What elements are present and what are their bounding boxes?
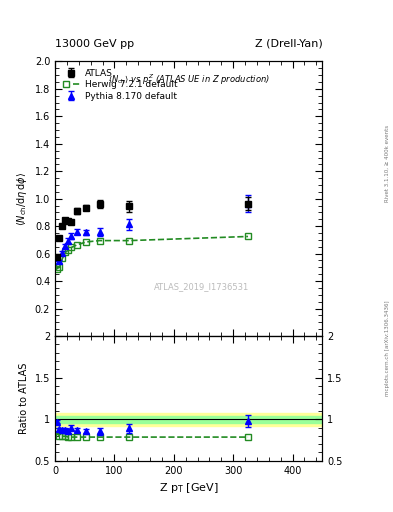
Y-axis label: Ratio to ATLAS: Ratio to ATLAS [19, 362, 29, 434]
Text: $\langle N_\mathrm{ch}\rangle$ vs $p_T^Z$ (ATLAS UE in Z production): $\langle N_\mathrm{ch}\rangle$ vs $p_T^Z… [108, 72, 270, 88]
X-axis label: Z p$_\mathrm{T}$ [GeV]: Z p$_\mathrm{T}$ [GeV] [159, 481, 219, 495]
Legend: ATLAS, Herwig 7.2.1 default, Pythia 8.170 default: ATLAS, Herwig 7.2.1 default, Pythia 8.17… [59, 66, 180, 104]
Text: 13000 GeV pp: 13000 GeV pp [55, 38, 134, 49]
Y-axis label: $\langle N_\mathrm{ch}/\mathrm{d}\eta\,\mathrm{d}\phi\rangle$: $\langle N_\mathrm{ch}/\mathrm{d}\eta\,\… [15, 172, 29, 226]
Text: mcplots.cern.ch [arXiv:1306.3436]: mcplots.cern.ch [arXiv:1306.3436] [385, 301, 389, 396]
Text: Z (Drell-Yan): Z (Drell-Yan) [255, 38, 322, 49]
Text: Rivet 3.1.10, ≥ 400k events: Rivet 3.1.10, ≥ 400k events [385, 125, 389, 202]
Text: ATLAS_2019_I1736531: ATLAS_2019_I1736531 [154, 282, 250, 291]
